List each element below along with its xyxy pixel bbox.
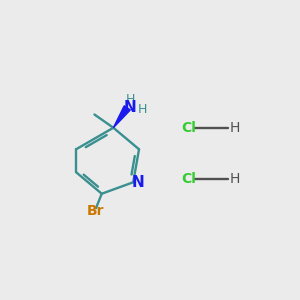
Text: N: N [124,100,137,116]
Text: H: H [230,172,240,186]
Text: H: H [138,103,147,116]
Polygon shape [113,106,130,128]
Text: Br: Br [87,204,105,218]
Text: N: N [132,175,145,190]
Text: H: H [126,93,135,106]
Text: Cl: Cl [182,122,196,135]
Text: H: H [230,122,240,135]
Text: Cl: Cl [182,172,196,186]
